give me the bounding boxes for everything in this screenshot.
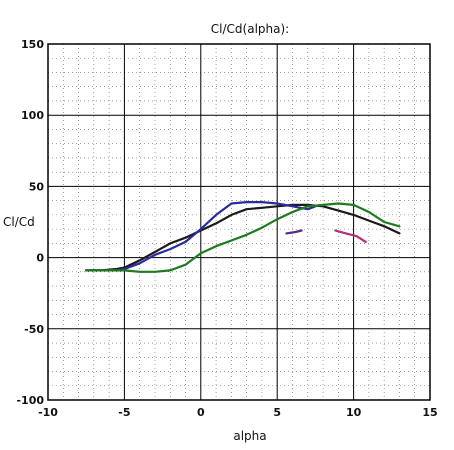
series-group (85, 201, 401, 273)
x-axis-label: alpha (233, 429, 266, 443)
y-tick-label: 50 (29, 180, 45, 193)
series-line-1 (85, 203, 401, 272)
series-line-3 (85, 202, 401, 273)
plot-frame (47, 43, 431, 401)
y-tick-label: 0 (36, 252, 44, 265)
x-tick-label: -10 (38, 406, 58, 419)
y-tick-labels: -100 -50 0 50 100 150 (16, 38, 44, 407)
series-line-4 (285, 229, 303, 235)
x-tick-label: 10 (346, 406, 362, 419)
x-tick-label: -5 (118, 406, 130, 419)
x-tick-labels: -10 -5 0 5 10 15 (38, 406, 438, 419)
series-line-5 (334, 229, 367, 243)
y-tick-label: 100 (21, 109, 44, 122)
chart-title: Cl/Cd(alpha): (211, 22, 289, 36)
y-tick-label: -50 (24, 323, 44, 336)
x-tick-label: 0 (197, 406, 205, 419)
minor-grid (48, 44, 430, 400)
y-tick-label: -100 (16, 394, 44, 407)
y-axis-label: Cl/Cd (3, 215, 35, 229)
y-tick-label: 150 (21, 38, 44, 51)
x-tick-label: 5 (273, 406, 281, 419)
x-tick-label: 15 (422, 406, 437, 419)
